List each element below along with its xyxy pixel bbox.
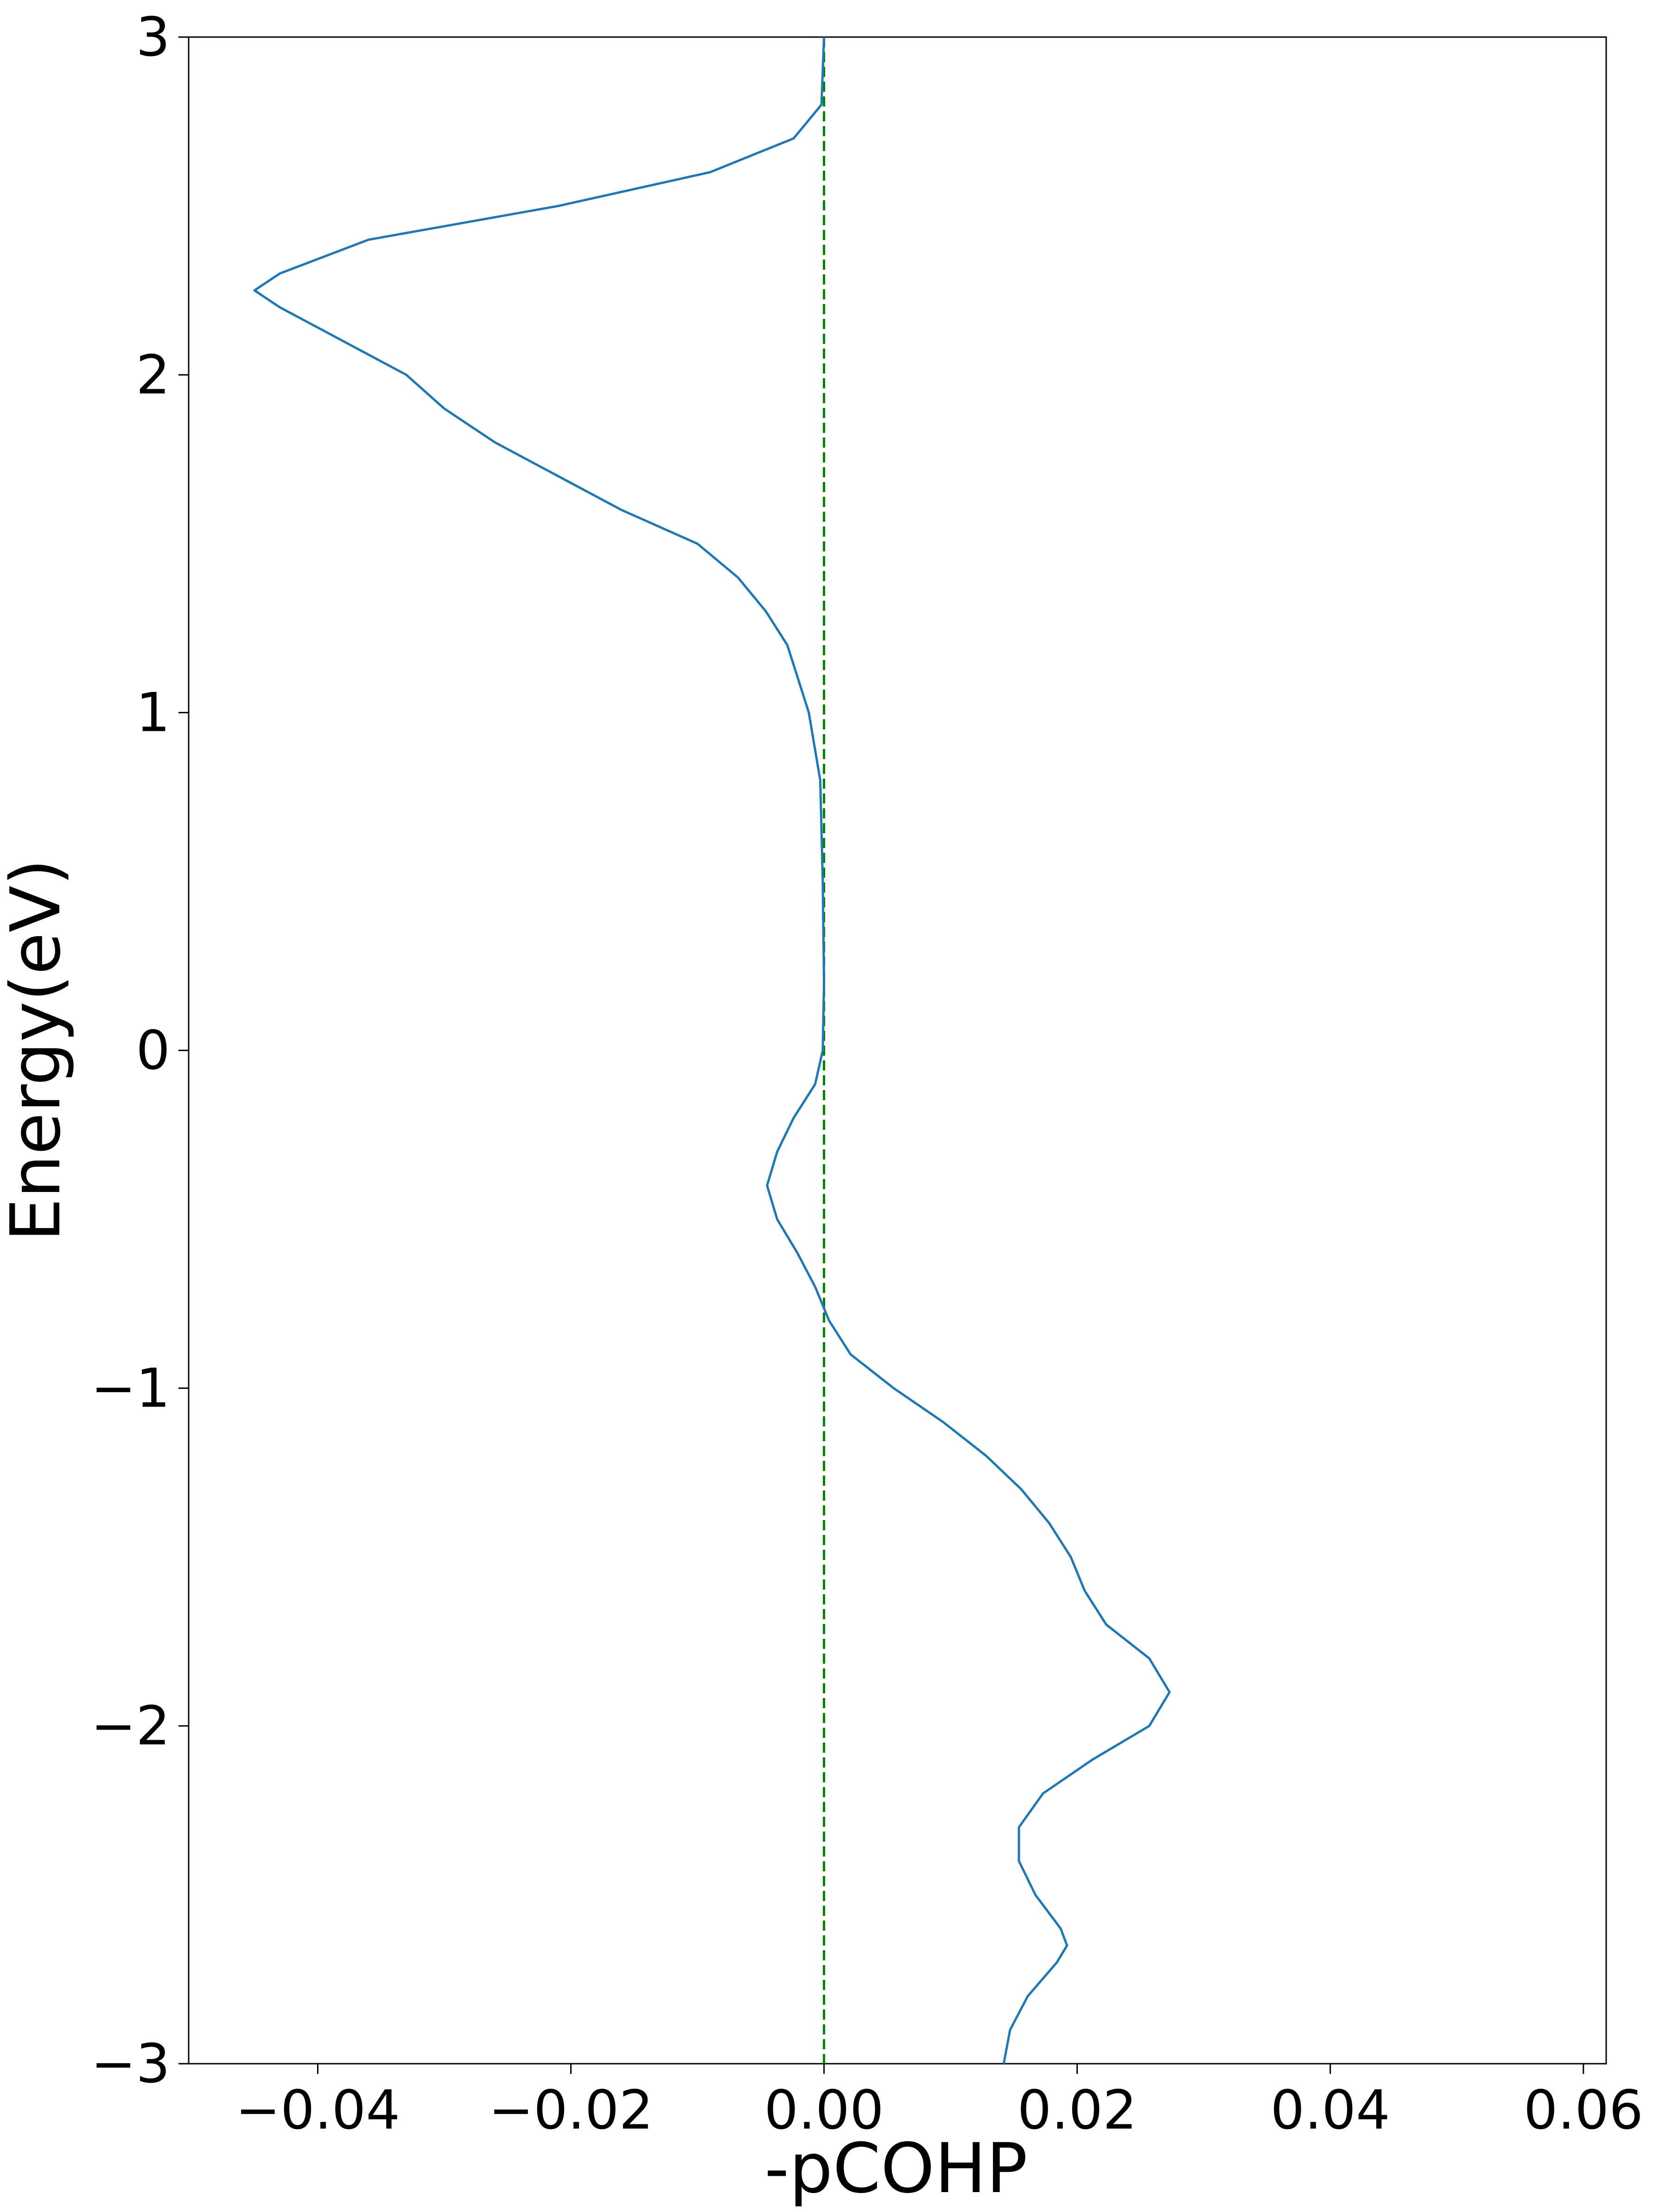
x-tick-label: 0.04 (1271, 2079, 1390, 2142)
y-tick-label: −3 (91, 2033, 170, 2095)
x-tick-label: −0.04 (235, 2079, 400, 2142)
plot-frame (188, 36, 1607, 2065)
y-tick-label: 2 (136, 344, 170, 406)
x-tick-label: −0.02 (489, 2079, 653, 2142)
y-tick-label: −1 (91, 1357, 170, 1420)
y-axis-label: Energy(eV) (0, 859, 76, 1242)
x-axis-label: -pCOHP (764, 2129, 1028, 2208)
x-tick-label: 0.06 (1524, 2079, 1643, 2142)
y-tick-label: 3 (136, 6, 170, 69)
y-tick-label: 0 (136, 1020, 170, 1082)
x-tick-label: 0.00 (764, 2079, 884, 2142)
y-tick-label: −2 (91, 1695, 170, 1757)
x-tick-label: 0.02 (1017, 2079, 1137, 2142)
y-tick-label: 1 (136, 682, 170, 744)
curve (253, 37, 1171, 2064)
